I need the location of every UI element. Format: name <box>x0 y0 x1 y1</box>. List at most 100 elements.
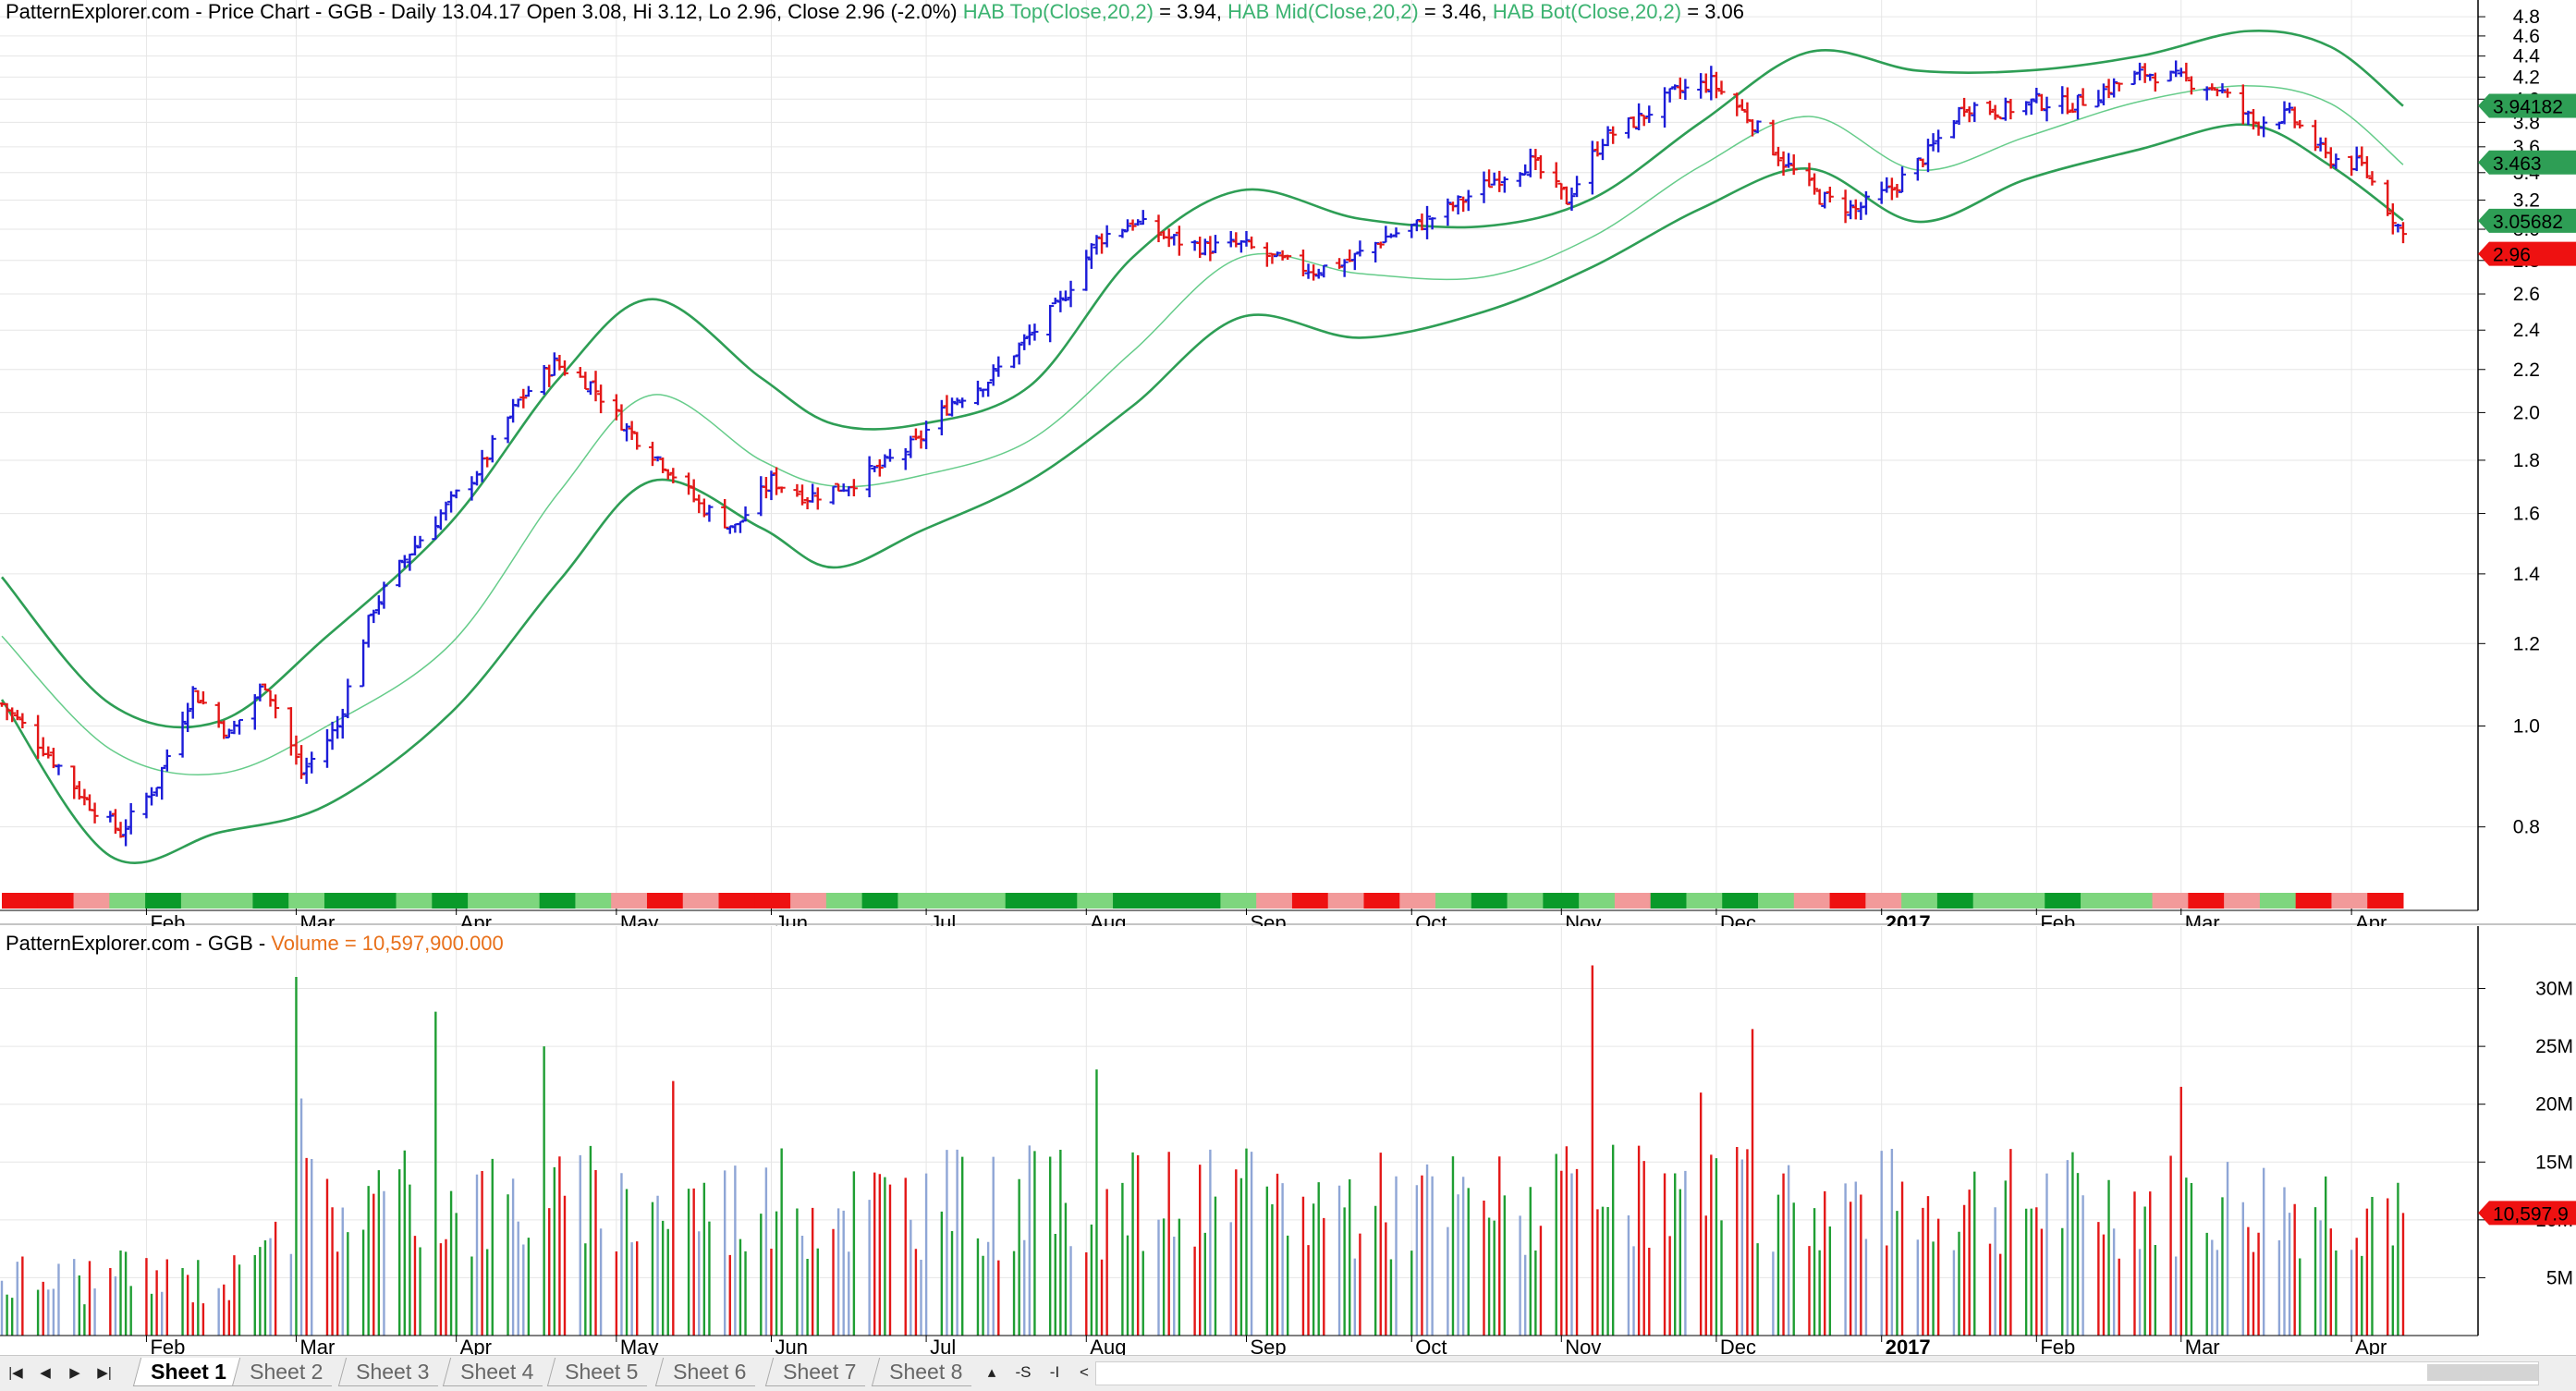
ohlc-bar <box>1067 280 1075 308</box>
ohlc-bar <box>302 757 311 785</box>
ohlc-bar <box>2033 87 2041 104</box>
last-value-box <box>2478 150 2576 175</box>
sheet-tab-3[interactable]: Sheet 3 <box>337 1358 446 1386</box>
price-chart[interactable]: 0.81.01.21.41.61.82.02.22.42.62.83.03.23… <box>0 0 2576 926</box>
ohlc-bar <box>2362 156 2371 178</box>
ohlc-bar <box>1268 252 1276 264</box>
ohlc-bar <box>1779 151 1788 177</box>
hab-bot-line <box>0 123 2404 864</box>
ohlc-bars <box>0 60 2407 847</box>
ohlc-bar <box>225 728 233 738</box>
ohlc-bar <box>2022 101 2031 116</box>
scrollbar-thumb[interactable] <box>2427 1364 2538 1381</box>
strip-segment <box>1972 893 2009 909</box>
ohlc-bar <box>70 765 79 799</box>
ohlc-bar <box>308 751 316 774</box>
ohlc-bar <box>2099 83 2107 105</box>
strip-segment <box>1327 893 1364 909</box>
strip-segment <box>646 893 684 909</box>
hab-bot-value: = 3.06 <box>1687 0 1745 23</box>
ohlc-bar <box>2151 72 2159 92</box>
ohlc-bar <box>2074 93 2082 120</box>
ohlc-bar <box>633 432 641 450</box>
volume-date-label: Feb <box>2040 1336 2075 1355</box>
date-tick-label: Mar <box>2185 911 2220 926</box>
price-tick-label: 3.2 <box>2513 189 2540 211</box>
last-value-marker: 3.94182 <box>2478 93 2576 118</box>
strip-segment <box>1184 893 1221 909</box>
ohlc-bar <box>1960 97 1969 117</box>
first-icon[interactable]: |◀ <box>8 1365 23 1381</box>
price-tick-label: 4.2 <box>2513 67 2540 88</box>
strip-segment <box>1220 893 1257 909</box>
strip-segment <box>825 893 863 909</box>
ohlc-bar <box>1134 219 1142 226</box>
strip-segment <box>216 893 253 909</box>
ohlc-bar <box>374 595 383 616</box>
prev-icon[interactable]: ◀ <box>40 1365 51 1381</box>
ohlc-bar <box>2394 224 2402 233</box>
last-value-marker: 3.463 <box>2478 150 2576 175</box>
strip-segment <box>1793 893 1831 909</box>
volume-chart[interactable]: 5M10M15M20M25M30M FebMarAprMayJunJulAugS… <box>0 926 2576 1355</box>
date-tick-label: Oct <box>1415 911 1447 926</box>
ohlc-bar <box>1320 264 1328 278</box>
price-grid <box>0 0 2576 926</box>
strip-segment <box>2224 893 2261 909</box>
ohlc-bar <box>1154 214 1163 243</box>
ohlc-bar <box>1681 79 1690 100</box>
ohlc-bar <box>1712 71 1720 99</box>
horizontal-scrollbar[interactable] <box>1095 1361 2539 1385</box>
ohlc-bar <box>1666 87 1674 103</box>
ohlc-bar <box>1500 177 1508 193</box>
volume-date-label: Jul <box>930 1336 956 1355</box>
sheet-tab-label: Sheet 6 <box>673 1360 747 1384</box>
price-tick-label: 2.6 <box>2513 284 2540 305</box>
sheet-tab-4[interactable]: Sheet 4 <box>442 1358 551 1386</box>
sheet-tab-label: Sheet 2 <box>250 1360 324 1384</box>
price-background <box>0 0 2576 926</box>
sheet-tab-8[interactable]: Sheet 8 <box>871 1358 980 1386</box>
ohlc-bar <box>163 749 171 772</box>
ohlc-bar <box>1749 119 1757 137</box>
ohlc-bar <box>1139 210 1147 226</box>
ohlc-bar <box>849 479 858 497</box>
volume-date-label: Feb <box>150 1336 185 1355</box>
ohlc-bar <box>726 525 734 534</box>
scroll-left-icon[interactable]: < <box>1080 1363 1089 1381</box>
hab-top-value: = 3.94, <box>1159 0 1222 23</box>
ohlc-bar <box>91 802 99 824</box>
tool-i-icon[interactable]: -I <box>1049 1363 1060 1381</box>
tool-s-icon[interactable]: -S <box>1015 1363 1032 1381</box>
volume-date-label: Mar <box>299 1336 335 1355</box>
strip-segment <box>611 893 648 909</box>
ohlc-bar <box>1532 149 1540 170</box>
ohlc-bar <box>220 720 228 739</box>
sheet-tab-7[interactable]: Sheet 7 <box>764 1358 873 1386</box>
last-value-text: 3.463 <box>2493 153 2542 175</box>
price-tick-label: 1.4 <box>2513 564 2541 585</box>
date-tick-label: 2017 <box>1886 911 1931 926</box>
ohlc-bar <box>1862 190 1870 215</box>
strip-segment <box>1686 893 1723 909</box>
next-icon[interactable]: ▶ <box>69 1365 80 1381</box>
sheet-tab-5[interactable]: Sheet 5 <box>546 1358 655 1386</box>
last-icon[interactable]: ▶| <box>97 1365 112 1381</box>
date-tick-label: Sep <box>1250 911 1286 926</box>
ohlc-bar <box>256 683 264 702</box>
sheet-tab-1[interactable]: Sheet 1 <box>132 1358 243 1386</box>
sheet-tab-6[interactable]: Sheet 6 <box>654 1358 763 1386</box>
ohlc-bar <box>721 498 729 529</box>
volume-date-label: Sep <box>1250 1336 1286 1355</box>
ohlc-bar <box>2290 106 2299 128</box>
date-tick-label: Aug <box>1090 911 1126 926</box>
ohlc-bar <box>1356 240 1364 257</box>
volume-bars <box>0 965 2405 1336</box>
ohlc-bar <box>1423 205 1432 239</box>
ohlc-bar <box>1454 195 1462 215</box>
volume-date-label: 2017 <box>1886 1336 1931 1355</box>
ohlc-bar <box>1521 164 1530 177</box>
sheet-tab-2[interactable]: Sheet 2 <box>231 1358 340 1386</box>
strip-segment <box>37 893 75 909</box>
tool-up-icon[interactable]: ▴ <box>987 1363 996 1381</box>
